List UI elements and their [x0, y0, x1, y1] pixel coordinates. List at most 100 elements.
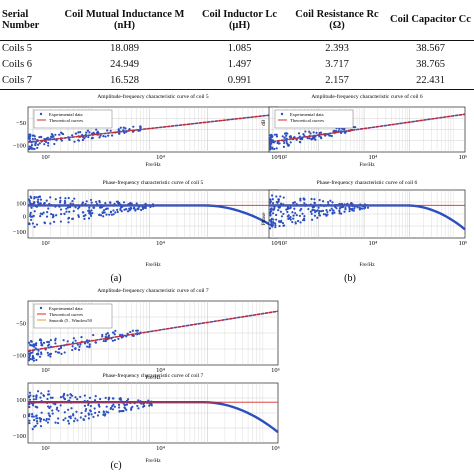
- data-point: [101, 333, 104, 337]
- column-header-resistance: Coil Resistance Rc (Ω): [295, 8, 379, 31]
- data-point: [287, 214, 290, 217]
- x-tick-label: 10⁴: [368, 154, 378, 161]
- data-point: [109, 406, 113, 410]
- data-point: [28, 145, 32, 148]
- data-point: [47, 412, 50, 415]
- legend-entry: Expeirmental data: [290, 112, 324, 117]
- data-point: [70, 407, 73, 410]
- data-point: [275, 218, 278, 221]
- data-point: [77, 348, 81, 351]
- data-point: [33, 418, 36, 422]
- data-point: [104, 208, 108, 211]
- data-point: [353, 207, 356, 210]
- data-point: [275, 213, 278, 217]
- phase-plot: 100 0 −100 10² 10⁴ 10⁶: [13, 189, 280, 247]
- data-point: [74, 206, 77, 209]
- data-point: [358, 207, 362, 210]
- data-point: [32, 415, 35, 418]
- data-point: [134, 209, 137, 212]
- data-point: [282, 224, 285, 227]
- data-point: [74, 347, 77, 351]
- data-point: [76, 398, 79, 401]
- data-point: [269, 213, 272, 216]
- data-point: [132, 207, 136, 210]
- data-point: [35, 420, 39, 423]
- data-point: [83, 404, 86, 407]
- data-point: [73, 197, 76, 200]
- data-point: [299, 197, 302, 200]
- data-point: [351, 209, 354, 212]
- data-point: [270, 220, 273, 223]
- data-point: [88, 343, 91, 346]
- data-point: [272, 208, 275, 211]
- table-row: Coils 6 24.949 1.497 3.717 38.765: [0, 57, 474, 73]
- data-point: [43, 222, 47, 225]
- data-point: [29, 343, 32, 347]
- data-point: [31, 354, 34, 358]
- data-point: [45, 419, 48, 422]
- data-point: [74, 417, 77, 420]
- data-point: [141, 207, 145, 210]
- data-point: [35, 223, 39, 226]
- data-point: [285, 140, 288, 143]
- data-point: [50, 133, 54, 136]
- data-point: [295, 214, 298, 217]
- data-point: [59, 220, 62, 223]
- data-point: [35, 395, 38, 398]
- data-point: [269, 201, 272, 204]
- data-point: [344, 208, 347, 211]
- data-point: [136, 329, 139, 332]
- data-point: [276, 141, 279, 145]
- data-point: [331, 212, 334, 215]
- data-point: [90, 209, 93, 212]
- data-point: [45, 199, 48, 202]
- table-cell: 18.089: [110, 42, 139, 54]
- data-point: [104, 135, 107, 138]
- data-point: [112, 209, 115, 212]
- panel-label: (c): [110, 460, 121, 471]
- data-point: [139, 125, 142, 128]
- data-point: [271, 198, 274, 201]
- table-cell: 1.497: [227, 58, 252, 70]
- data-point: [333, 129, 336, 133]
- data-point: [274, 226, 277, 229]
- data-point: [32, 345, 36, 348]
- data-point: [59, 346, 63, 350]
- data-point: [88, 212, 91, 215]
- data-point: [49, 338, 52, 342]
- data-point: [124, 407, 127, 410]
- data-point: [51, 409, 54, 412]
- data-point: [112, 403, 115, 406]
- data-point: [28, 352, 31, 356]
- data-point: [42, 211, 45, 214]
- x-tick-label: 10⁶: [271, 367, 280, 374]
- data-point: [128, 127, 131, 131]
- data-point: [330, 207, 333, 210]
- data-point: [37, 143, 40, 146]
- data-point: [95, 128, 98, 131]
- data-point: [47, 390, 50, 393]
- data-point: [39, 351, 43, 354]
- data-point: [119, 398, 122, 401]
- data-point: [30, 206, 33, 209]
- data-point: [28, 222, 31, 225]
- data-point: [132, 125, 135, 128]
- data-point: [28, 405, 31, 409]
- data-point: [100, 206, 103, 209]
- amplitude-y-axis-label: dB: [261, 119, 267, 126]
- data-point: [28, 421, 31, 425]
- data-point: [89, 198, 93, 202]
- data-point: [92, 333, 95, 337]
- table-cell: 3.717: [325, 58, 349, 70]
- data-point: [32, 134, 35, 137]
- x-tick-label: 10²: [41, 445, 50, 452]
- data-point: [70, 394, 74, 397]
- data-point: [106, 332, 109, 335]
- data-point: [292, 217, 295, 220]
- data-point: [304, 130, 307, 133]
- data-point: [269, 219, 273, 222]
